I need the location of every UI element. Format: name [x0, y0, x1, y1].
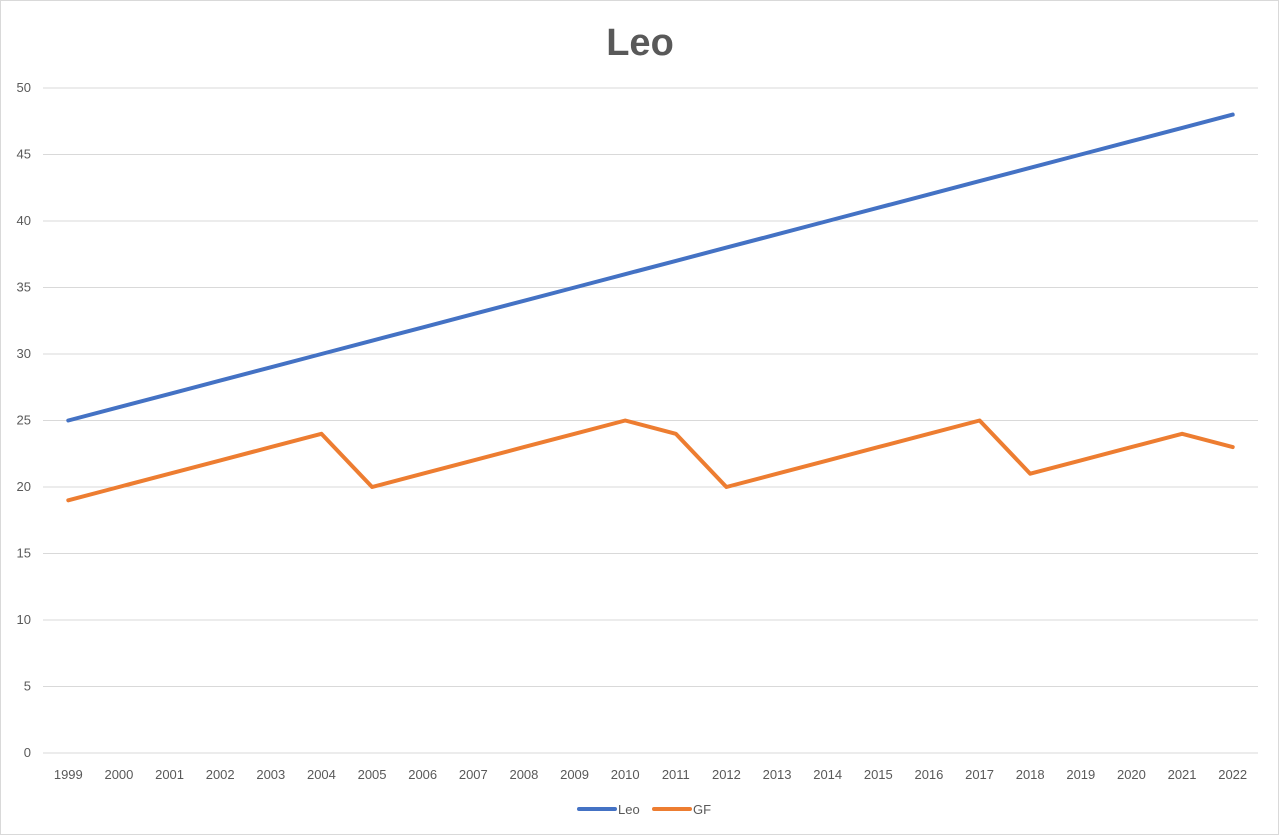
- x-tick-label: 2022: [1218, 767, 1247, 782]
- x-tick-label: 2004: [307, 767, 336, 782]
- legend-item-leo: Leo: [577, 802, 640, 817]
- legend-label: GF: [693, 802, 711, 817]
- y-tick-label: 35: [17, 280, 31, 295]
- y-tick-label: 15: [17, 546, 31, 561]
- x-tick-label: 2014: [813, 767, 842, 782]
- x-tick-label: 2008: [509, 767, 538, 782]
- x-tick-label: 2017: [965, 767, 994, 782]
- series-leo: [66, 112, 1235, 423]
- y-tick-label: 5: [24, 679, 31, 694]
- x-tick-label: 2005: [358, 767, 387, 782]
- legend-label: Leo: [618, 802, 640, 817]
- x-tick-label: 2007: [459, 767, 488, 782]
- x-tick-label: 2003: [256, 767, 285, 782]
- x-tick-label: 2015: [864, 767, 893, 782]
- series-layer: [66, 112, 1235, 503]
- gridlines: [43, 87, 1258, 754]
- x-tick-label: 1999: [54, 767, 83, 782]
- x-tick-label: 2010: [611, 767, 640, 782]
- x-tick-label: 2000: [104, 767, 133, 782]
- series-gf: [66, 418, 1235, 503]
- x-axis-ticks: 1999 2000 2001 2002 2003 2004 2005 2006 2007 2008…: [54, 767, 1247, 782]
- series-line-leo: [66, 112, 1235, 423]
- x-tick-label: 2019: [1066, 767, 1095, 782]
- x-tick-label: 2012: [712, 767, 741, 782]
- x-tick-label: 2018: [1016, 767, 1045, 782]
- x-tick-label: 2016: [914, 767, 943, 782]
- legend: Leo GF: [577, 802, 711, 817]
- y-axis-ticks: 0 5 10 15 20 25 30 35 40 45 50: [17, 80, 31, 760]
- y-tick-label: 10: [17, 612, 31, 627]
- y-tick-label: 30: [17, 346, 31, 361]
- y-tick-label: 50: [17, 80, 31, 95]
- x-tick-label: 2020: [1117, 767, 1146, 782]
- x-tick-label: 2013: [763, 767, 792, 782]
- y-tick-label: 25: [17, 413, 31, 428]
- legend-item-gf: GF: [652, 802, 711, 817]
- x-tick-label: 2011: [662, 767, 690, 782]
- x-tick-label: 2001: [155, 767, 184, 782]
- series-line-gf: [66, 418, 1235, 503]
- x-tick-label: 2006: [408, 767, 437, 782]
- x-tick-label: 2002: [206, 767, 235, 782]
- chart-title: Leo: [606, 22, 674, 64]
- y-tick-label: 40: [17, 213, 31, 228]
- y-tick-label: 0: [24, 745, 31, 760]
- x-tick-label: 2021: [1168, 767, 1197, 782]
- x-tick-label: 2009: [560, 767, 589, 782]
- y-tick-label: 45: [17, 147, 31, 162]
- y-tick-label: 20: [17, 479, 31, 494]
